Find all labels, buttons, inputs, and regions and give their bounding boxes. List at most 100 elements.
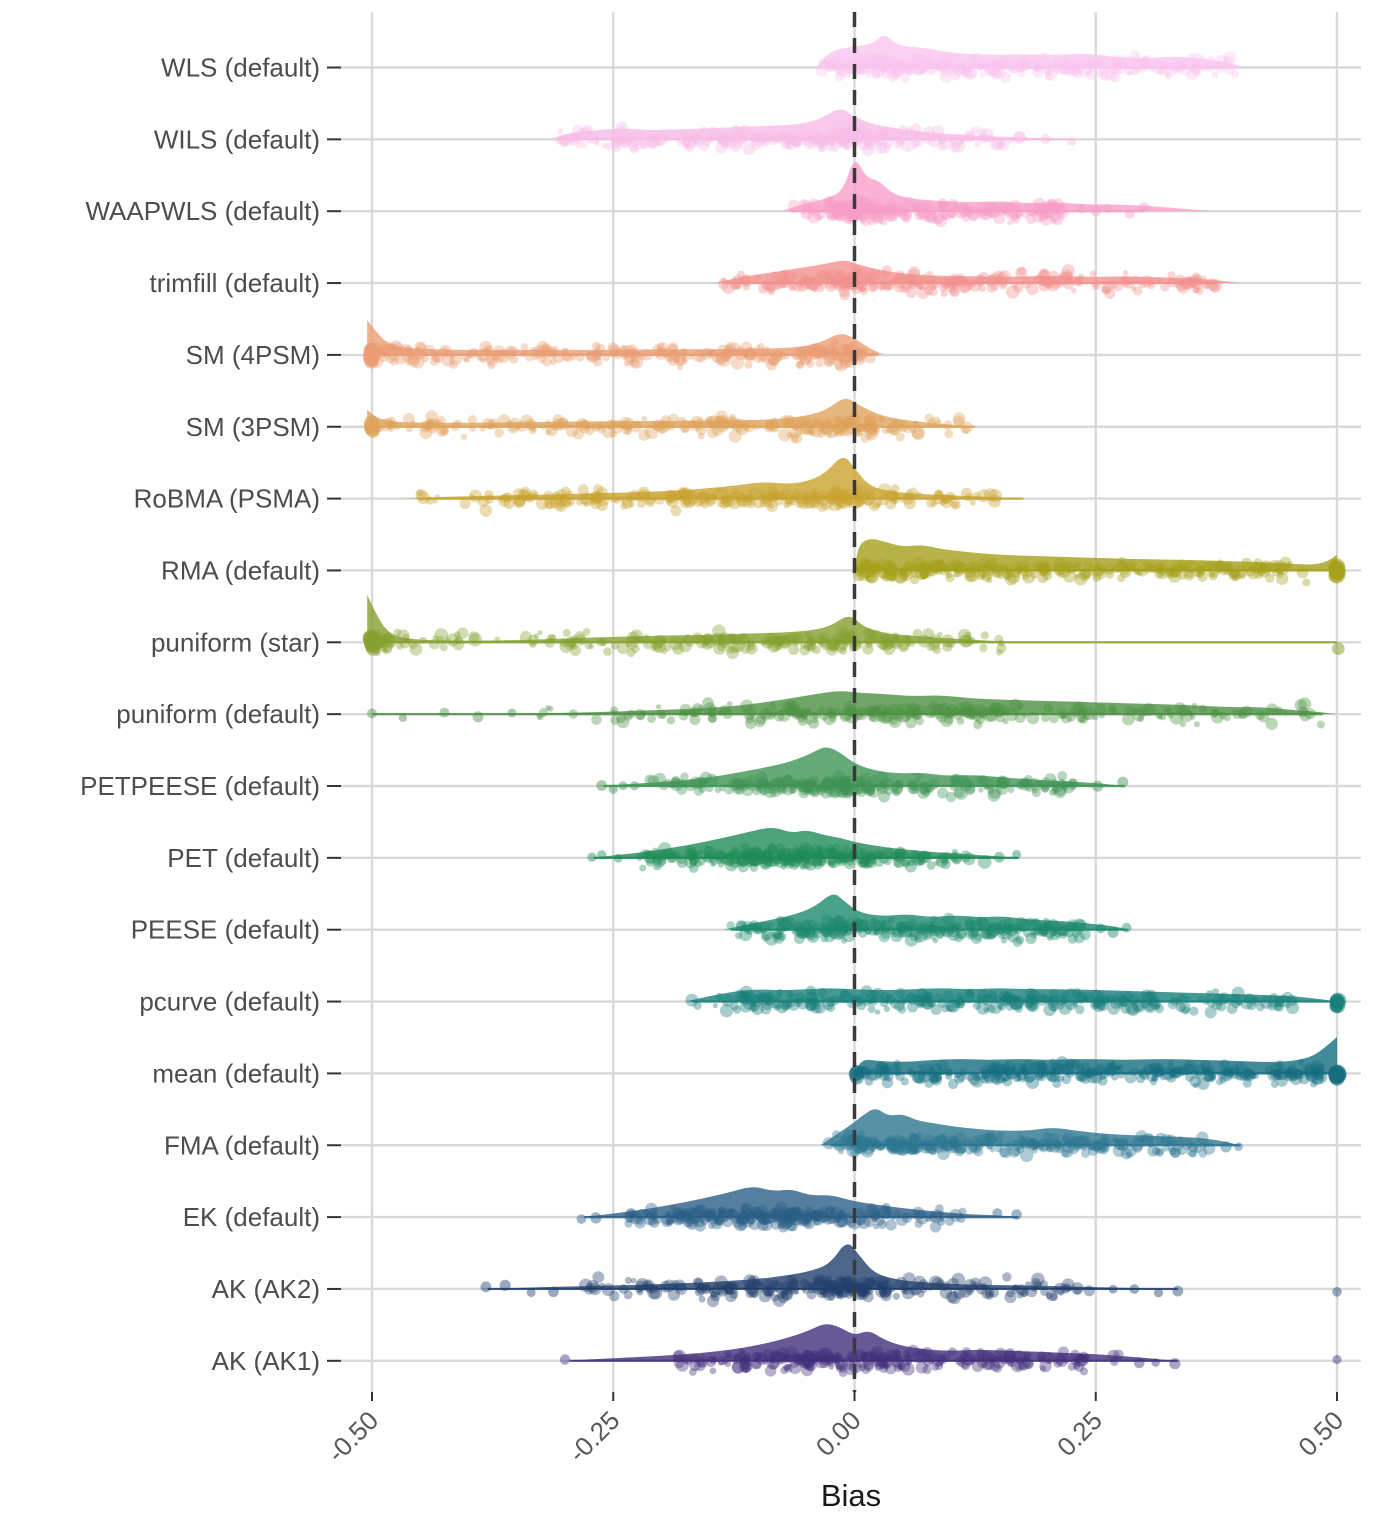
sample-point (761, 933, 770, 942)
sample-point (869, 208, 877, 216)
sample-point (765, 1213, 772, 1219)
sample-point (818, 146, 825, 152)
sample-point (759, 499, 768, 508)
sample-point (882, 61, 895, 74)
sample-point (931, 212, 944, 225)
sample-point (781, 136, 792, 146)
sample-point (1012, 1073, 1021, 1083)
sample-point (925, 210, 937, 222)
sample-point (644, 774, 655, 785)
sample-point (828, 640, 837, 649)
density-cloud (782, 162, 1212, 212)
sample-point (430, 349, 440, 359)
sample-point (491, 351, 501, 361)
sample-point (1205, 62, 1216, 72)
sample-point (914, 212, 924, 221)
sample-point (559, 133, 571, 146)
sample-point (1073, 68, 1084, 79)
sample-point (936, 561, 944, 568)
sample-point (815, 64, 828, 77)
sample-point (825, 62, 835, 72)
sample-point (870, 497, 882, 509)
sample-point (723, 352, 732, 362)
sample-point (617, 345, 630, 358)
sample-point (937, 998, 947, 1008)
sample-point (841, 355, 847, 361)
sample-point (841, 344, 855, 357)
sample-point (839, 136, 852, 150)
sample-point (449, 352, 456, 359)
sample-point (799, 354, 806, 362)
sample-point (835, 351, 842, 357)
sample-point (755, 134, 763, 142)
sample-point (1157, 714, 1163, 720)
sample-point (855, 495, 865, 506)
sample-point (998, 278, 1007, 288)
sample-point (1084, 60, 1092, 68)
sample-point (950, 277, 959, 287)
sample-point (1065, 711, 1077, 722)
sample-point (938, 209, 944, 215)
sample-point (823, 133, 832, 142)
sample-point (763, 423, 771, 430)
sample-point (825, 273, 831, 280)
sample-point (603, 647, 612, 656)
sample-point (924, 1078, 934, 1088)
sample-point (859, 59, 867, 67)
sample-point (1139, 57, 1152, 69)
sample-point (846, 66, 855, 74)
sample-point (1009, 66, 1018, 74)
sample-point (854, 60, 862, 68)
sample-point (626, 344, 638, 356)
sample-point (469, 494, 476, 500)
sample-point (711, 493, 718, 500)
sample-point (786, 432, 793, 438)
sample-point (927, 1284, 934, 1291)
sample-point (628, 141, 639, 152)
sample-point (979, 643, 988, 653)
sample-point (859, 197, 868, 206)
sample-point (885, 1219, 897, 1231)
sample-point (882, 127, 896, 141)
sample-point (729, 130, 742, 143)
sample-point (841, 417, 849, 425)
sample-point (890, 484, 900, 493)
sample-point (852, 495, 865, 508)
sample-point (1164, 71, 1171, 78)
sample-point (381, 352, 387, 358)
sample-point (661, 420, 672, 431)
sample-point (847, 342, 858, 353)
sample-point (1026, 213, 1037, 225)
sample-point (825, 58, 834, 67)
sample-point (953, 275, 963, 285)
sample-point (960, 421, 973, 435)
sample-point (618, 495, 625, 503)
sample-point (843, 345, 852, 354)
sample-point (401, 348, 415, 363)
sample-point (433, 419, 443, 429)
sample-point (1164, 62, 1178, 76)
sample-point (897, 205, 908, 216)
sample-point (667, 422, 676, 431)
sample-point (729, 139, 743, 152)
sample-point (1203, 62, 1210, 69)
sample-point (601, 142, 607, 149)
sample-point (815, 498, 823, 505)
sample-point (856, 564, 862, 570)
sample-point (756, 351, 768, 363)
sample-point (1060, 269, 1073, 282)
sample-point (545, 428, 552, 436)
sample-point (845, 276, 852, 282)
sample-point (940, 856, 950, 865)
sample-point (767, 485, 778, 497)
sample-point (735, 491, 745, 500)
sample-point (829, 276, 840, 287)
sample-point (787, 199, 801, 213)
sample-point (676, 363, 684, 371)
sample-point (917, 62, 925, 70)
sample-point (825, 430, 833, 438)
sample-point (586, 136, 594, 144)
sample-point (839, 138, 849, 147)
sample-point (1043, 1003, 1056, 1017)
